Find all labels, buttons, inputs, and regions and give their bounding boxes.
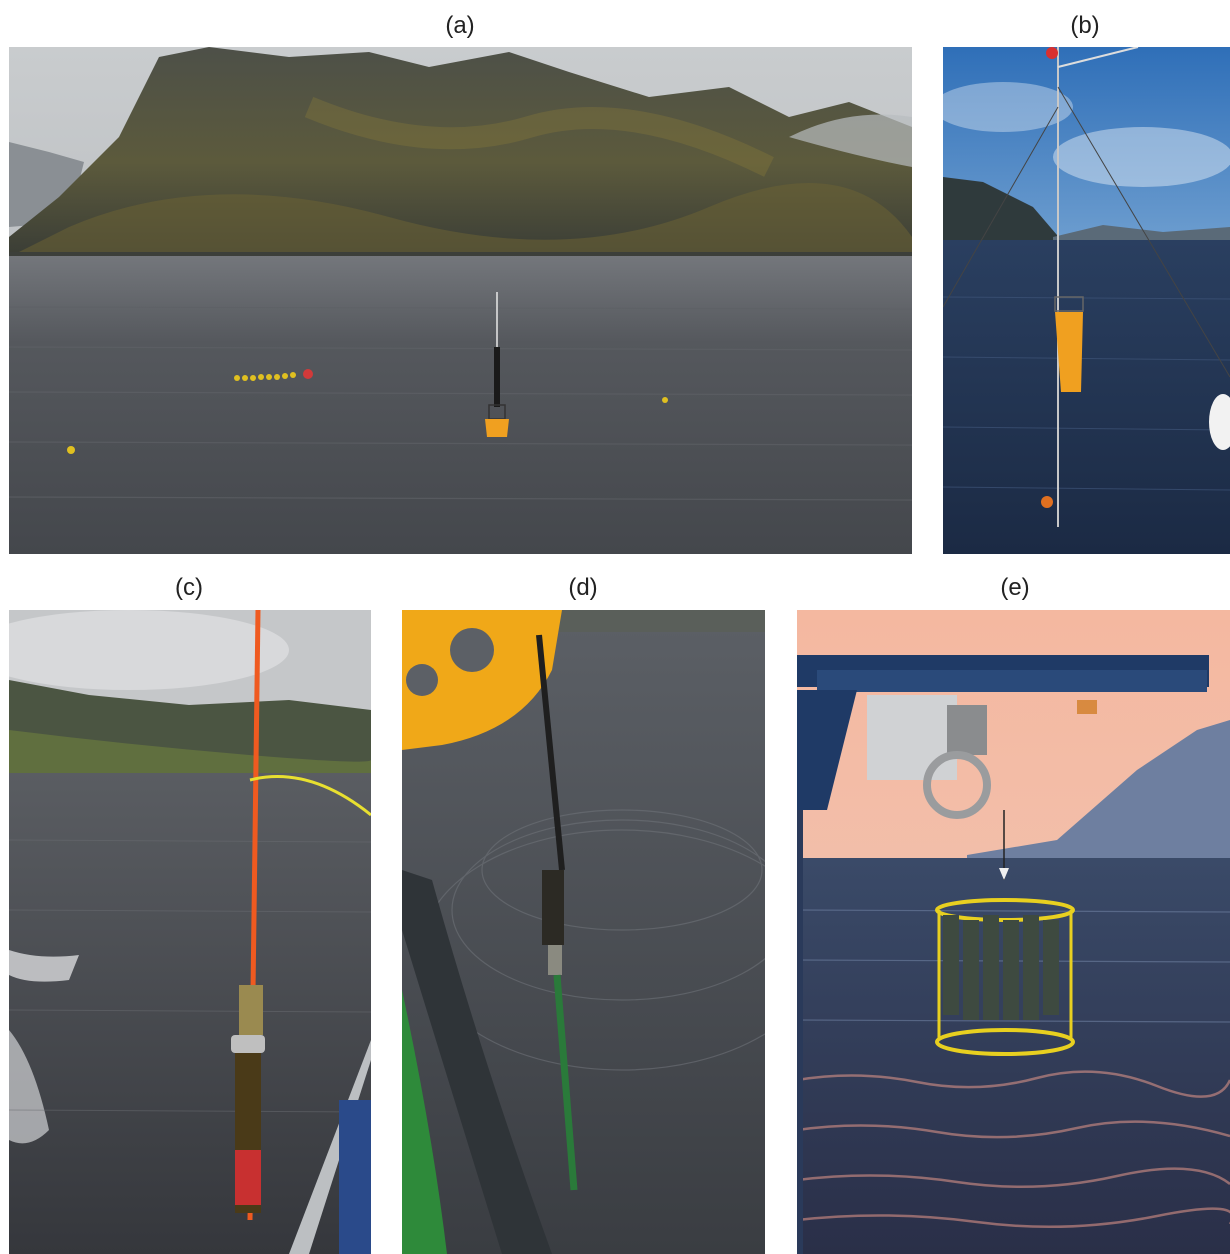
panel-label-e: (e)	[1000, 574, 1030, 601]
photo-sensor-pole	[9, 610, 371, 1254]
photo-buoy-lift	[943, 47, 1230, 554]
panel-label-d: (d)	[568, 574, 598, 601]
photo-fjord-buoy	[9, 47, 912, 554]
panel-label-a: (a)	[445, 12, 475, 39]
photo-probe-pole	[402, 610, 765, 1254]
photo-ctd-rosette-sunset	[797, 610, 1230, 1254]
panel-label-b: (b)	[1070, 12, 1100, 39]
panel-label-c: (c)	[175, 574, 203, 601]
